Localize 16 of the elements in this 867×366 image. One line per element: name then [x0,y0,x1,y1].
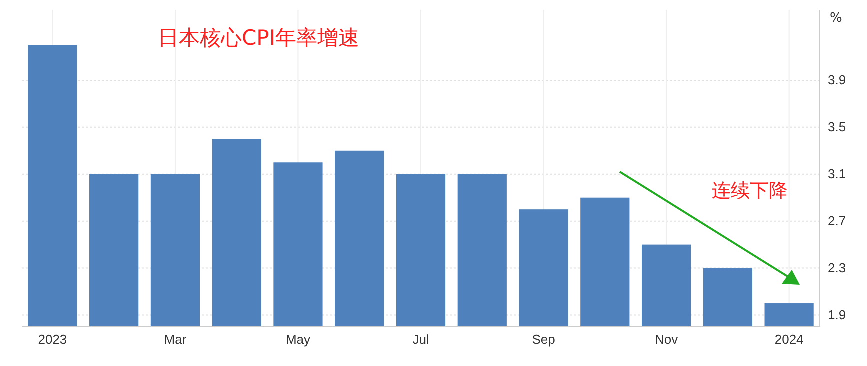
x-tick-label: 2023 [38,332,68,348]
x-tick-label: Jul [412,332,430,348]
text: 日本核心CPI年率增速 [158,26,360,50]
x-tick-label: Nov [654,332,679,348]
y-tick-label: 3.9 [828,72,846,88]
y-axis-title: % [830,11,842,26]
y-tick-label: 1.9 [828,307,846,322]
x-tick-label: Mar [164,332,188,348]
x-tick-label: May [286,332,312,348]
annotation: 连续下降 [712,180,788,202]
y-tick-label: 2.7 [828,213,846,228]
y-tick-label: 3.1 [828,166,846,182]
x-tick-label: 2024 [774,332,804,348]
y-tick-label: 3.5 [828,120,846,135]
x-tick-label: Sep [532,332,556,348]
y-tick-label: 2.3 [828,260,846,276]
